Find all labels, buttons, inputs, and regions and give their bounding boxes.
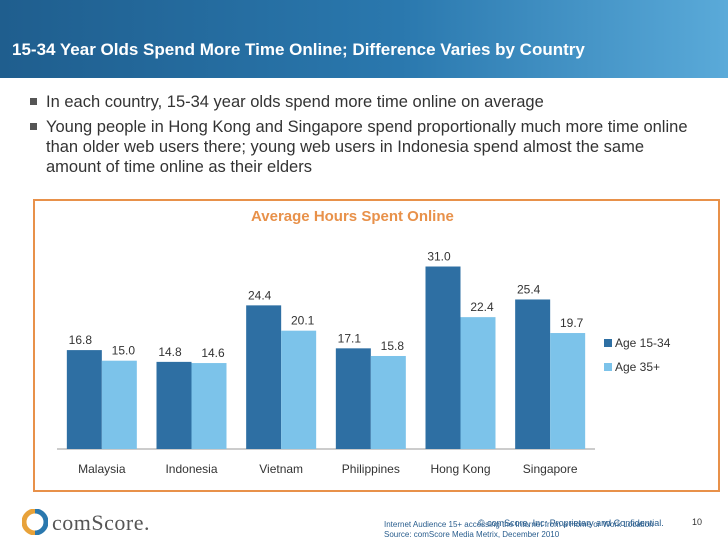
data-label: 17.1 <box>338 331 362 345</box>
bar <box>460 317 496 449</box>
footer-source-note: Source: comScore Media Metrix, December … <box>384 530 560 539</box>
data-label: 15.8 <box>381 339 405 353</box>
data-label: 14.8 <box>158 345 182 359</box>
page-number: 10 <box>692 517 703 527</box>
x-tick-label: Hong Kong <box>430 462 490 476</box>
data-label: 15.0 <box>112 344 136 358</box>
copyright-text: © comScore, Inc. Proprietary and Confide… <box>478 518 664 528</box>
data-label: 25.4 <box>517 282 541 296</box>
bar <box>515 299 551 449</box>
data-label: 22.4 <box>470 300 494 314</box>
x-tick-label: Vietnam <box>259 462 303 476</box>
data-label: 19.7 <box>560 316 584 330</box>
bar-chart: Average Hours Spent Online 16.8 15.0 Malays… <box>57 208 671 476</box>
legend-swatch <box>604 363 612 371</box>
bar <box>246 305 282 449</box>
title-banner: 15-34 Year Olds Spend More Time Online; … <box>0 0 728 78</box>
slide-title: 15-34 Year Olds Spend More Time Online; … <box>12 40 585 59</box>
data-label: 24.4 <box>248 288 272 302</box>
data-label: 20.1 <box>291 314 315 328</box>
bar <box>101 360 137 449</box>
x-tick-label: Indonesia <box>165 462 217 476</box>
comscore-logo: comScore. <box>22 507 182 537</box>
bar <box>281 330 317 449</box>
bullet-list: In each country, 15-34 year olds spend m… <box>30 92 700 182</box>
legend-swatch <box>604 339 612 347</box>
footer-audience-note: Internet Audience 15+ accessing the Inte… <box>384 520 654 529</box>
x-tick-label: Philippines <box>342 462 400 476</box>
bullet-item: Young people in Hong Kong and Singapore … <box>30 117 700 177</box>
data-label: 31.0 <box>427 250 451 264</box>
data-label: 14.6 <box>201 346 225 360</box>
bar <box>191 363 227 449</box>
chart-frame: Average Hours Spent Online 16.8 15.0 Malays… <box>33 199 720 492</box>
source-note: Internet Audience 15+ accessing the Inte… <box>384 520 654 540</box>
data-label: 16.8 <box>69 333 93 347</box>
x-tick-label: Singapore <box>523 462 578 476</box>
bar <box>335 348 371 449</box>
bar <box>370 355 406 449</box>
legend-label: Age 15-34 <box>615 336 671 350</box>
bar <box>425 266 461 449</box>
bar <box>156 361 192 449</box>
comscore-logo-icon <box>22 509 48 535</box>
x-tick-label: Malaysia <box>78 462 126 476</box>
bar <box>66 350 102 449</box>
legend-label: Age 35+ <box>615 360 660 374</box>
chart-title: Average Hours Spent Online <box>251 208 454 225</box>
bullet-item: In each country, 15-34 year olds spend m… <box>30 92 700 112</box>
bar <box>550 333 586 449</box>
logo-wordmark: comScore. <box>52 510 150 535</box>
